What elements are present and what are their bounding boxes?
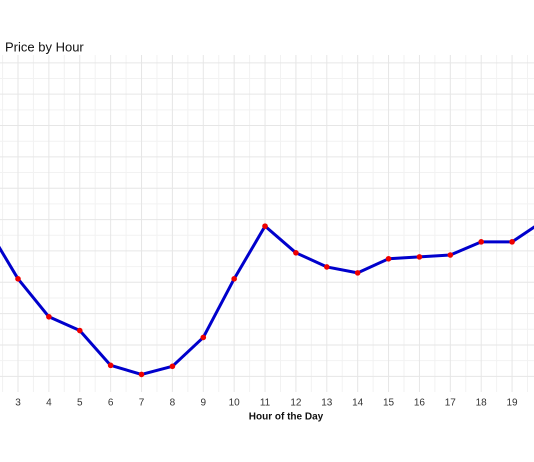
data-point — [169, 363, 176, 370]
data-point — [138, 371, 145, 378]
data-point — [293, 250, 299, 256]
x-tick-label: 15 — [383, 398, 395, 409]
x-tick-label: 17 — [445, 398, 457, 409]
x-tick-label: 7 — [139, 398, 145, 409]
x-tick-label: 13 — [321, 398, 333, 409]
data-point — [416, 254, 423, 260]
chart-title: Price by Hour — [5, 39, 84, 54]
x-axis-label: Hour of the Day — [249, 412, 324, 423]
data-point — [354, 270, 361, 276]
data-point — [323, 264, 330, 270]
x-tick-label: 11 — [260, 398, 271, 409]
data-point — [76, 327, 83, 334]
data-point — [385, 255, 392, 262]
x-tick-label: 3 — [15, 398, 21, 409]
x-tick-label: 14 — [352, 398, 364, 409]
data-point — [200, 334, 207, 341]
data-point — [262, 223, 268, 229]
x-tick-label: 16 — [414, 398, 426, 409]
x-tick-label: 8 — [170, 398, 176, 409]
x-tick-label: 4 — [46, 398, 52, 409]
data-point — [509, 239, 515, 245]
data-point — [447, 252, 454, 258]
data-point — [15, 276, 21, 282]
data-point — [478, 239, 484, 245]
data-point — [231, 276, 237, 282]
x-tick-label: 5 — [77, 398, 83, 409]
x-tick-label: 18 — [476, 398, 488, 409]
x-tick-label: 9 — [200, 398, 206, 409]
data-point — [107, 362, 114, 369]
x-tick-label: 19 — [507, 398, 519, 409]
data-point — [46, 313, 52, 320]
x-tick-label: 10 — [229, 398, 241, 409]
x-tick-label: 6 — [108, 398, 114, 409]
x-tick-label: 12 — [290, 398, 302, 409]
